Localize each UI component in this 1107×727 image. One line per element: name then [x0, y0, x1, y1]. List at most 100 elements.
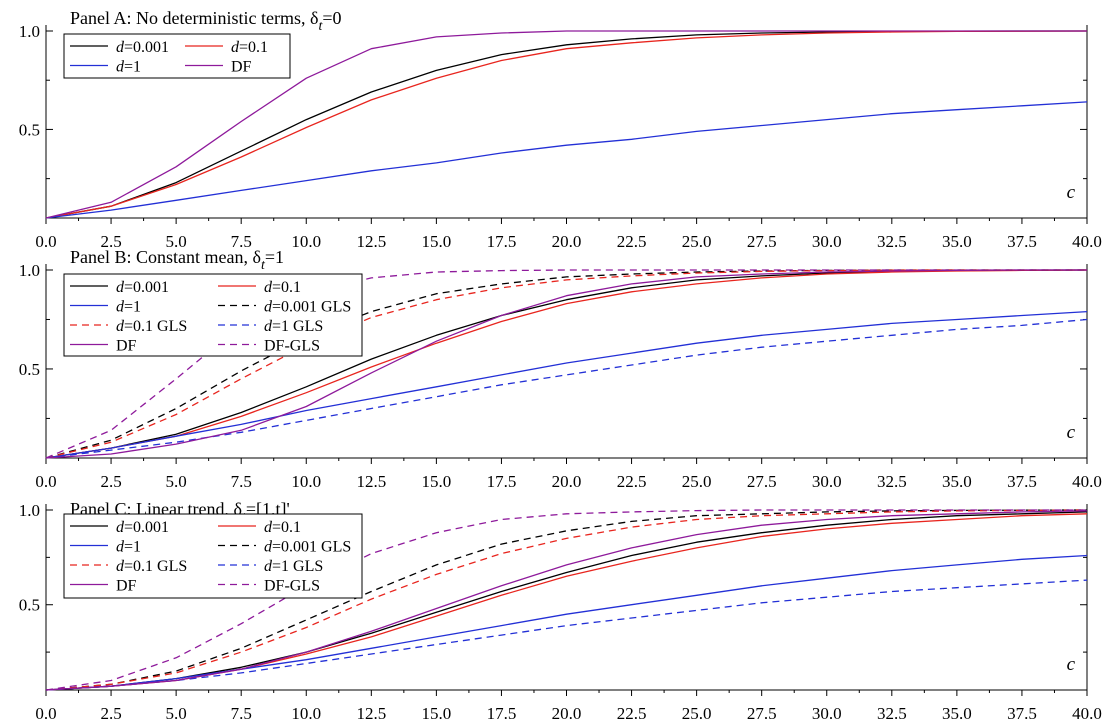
x-tick-label: 5.0	[166, 704, 187, 723]
y-tick-label: 1.0	[19, 501, 40, 520]
x-tick-label: 30.0	[812, 232, 842, 251]
series-line	[45, 269, 1087, 459]
panel-b: 0.0 2.5 5.0 7.5 10.0 12.5 15.0 17.5 20.0 22.5 25.0…	[19, 247, 1102, 491]
legend-label: DF	[116, 338, 137, 355]
legend-label: d=1	[116, 299, 141, 316]
series-line	[45, 509, 1087, 691]
x-tick-label: 0.0	[35, 472, 56, 491]
x-tick-label: 32.5	[877, 704, 907, 723]
x-tick-label: 32.5	[877, 472, 907, 491]
x-tick-label: 17.5	[487, 232, 517, 251]
x-tick-label: 12.5	[356, 704, 386, 723]
panel-c: 0.0 2.5 5.0 7.5 10.0 12.5 15.0 17.5 20.0 22.5 25.0…	[19, 499, 1102, 723]
x-tick-label: 37.5	[1007, 472, 1037, 491]
legend-label: d=0.001 GLS	[264, 299, 351, 316]
legend-label: d=1 GLS	[264, 558, 323, 575]
x-tick-label: 40.0	[1072, 232, 1102, 251]
x-tick-label: 10.0	[291, 704, 321, 723]
legend-label: d=0.001 GLS	[264, 539, 351, 556]
y-tick-label: 0.5	[19, 120, 40, 139]
legend-label: DF-GLS	[264, 338, 320, 355]
series-line	[45, 269, 1087, 459]
x-tick-label: 2.5	[100, 232, 121, 251]
panel-a: 0.0 2.5 5.0 7.5 10.0 12.5 15.0 17.5 20.0 22.5 25.0…	[19, 8, 1102, 251]
x-tick-label: 25.0	[682, 472, 712, 491]
legend-label: d=0.001	[116, 39, 169, 56]
y-tick-label: 0.5	[19, 360, 40, 379]
x-tick-label: 0.0	[35, 704, 56, 723]
x-tick-label: 22.5	[617, 232, 647, 251]
x-tick-label: 17.5	[487, 704, 517, 723]
x-axis-label: c	[1067, 182, 1076, 203]
x-tick-label: 15.0	[422, 232, 452, 251]
series-line	[45, 318, 1088, 459]
panel-title: Panel B: Constant mean, δt=1	[70, 247, 284, 273]
x-tick-label: 15.0	[422, 472, 452, 491]
x-tick-label: 10.0	[291, 472, 321, 491]
x-tick-label: 40.0	[1072, 704, 1102, 723]
legend-label: d=0.001	[116, 519, 169, 536]
series-line	[45, 510, 1088, 691]
x-tick-label: 22.5	[617, 704, 647, 723]
x-tick-label: 35.0	[942, 704, 972, 723]
x-tick-label: 30.0	[812, 704, 842, 723]
x-tick-label: 20.0	[552, 232, 582, 251]
legend-box	[63, 33, 291, 79]
series-line	[45, 101, 1088, 219]
x-tick-label: 22.5	[617, 472, 647, 491]
x-tick-label: 20.0	[552, 704, 582, 723]
legend-label: d=0.1	[231, 39, 268, 56]
x-tick-label: 40.0	[1072, 472, 1102, 491]
x-tick-label: 27.5	[747, 232, 777, 251]
legend-label: DF-GLS	[264, 578, 320, 595]
x-tick-label: 7.5	[231, 472, 252, 491]
x-tick-label: 7.5	[231, 232, 252, 251]
x-tick-label: 25.0	[682, 704, 712, 723]
legend-label: d=0.1 GLS	[116, 558, 187, 575]
series-line	[45, 579, 1088, 691]
x-tick-label: 7.5	[231, 704, 252, 723]
x-tick-label: 5.0	[166, 232, 187, 251]
legend-label: d=0.001	[116, 279, 169, 296]
y-tick-label: 0.5	[19, 596, 40, 615]
legend-label: DF	[231, 59, 252, 76]
legend-label: DF	[116, 578, 137, 595]
x-tick-label: 32.5	[877, 232, 907, 251]
series-line	[45, 269, 1088, 459]
x-axis-label: c	[1067, 422, 1076, 443]
x-tick-label: 37.5	[1007, 704, 1037, 723]
x-tick-label: 27.5	[747, 472, 777, 491]
series-line	[45, 509, 1088, 691]
x-tick-label: 35.0	[942, 472, 972, 491]
x-tick-label: 37.5	[1007, 232, 1037, 251]
x-tick-label: 25.0	[682, 232, 712, 251]
x-tick-label: 0.0	[35, 232, 56, 251]
series-line	[45, 30, 1087, 219]
legend-label: d=1	[116, 539, 141, 556]
legend-label: d=1 GLS	[264, 318, 323, 335]
legend-box	[63, 273, 363, 357]
x-tick-label: 27.5	[747, 704, 777, 723]
x-tick-label: 2.5	[100, 704, 121, 723]
x-tick-label: 30.0	[812, 472, 842, 491]
legend-label: d=0.1	[264, 519, 301, 536]
series-line	[45, 511, 1088, 691]
x-tick-label: 35.0	[942, 232, 972, 251]
x-tick-label: 15.0	[422, 704, 452, 723]
x-tick-label: 17.5	[487, 472, 517, 491]
legend-label: d=1	[116, 59, 141, 76]
x-tick-label: 12.5	[356, 232, 386, 251]
series-line	[45, 30, 1088, 219]
x-tick-label: 10.0	[291, 232, 321, 251]
y-tick-label: 1.0	[19, 261, 40, 280]
legend-box	[63, 513, 363, 599]
x-tick-label: 12.5	[356, 472, 386, 491]
x-tick-label: 20.0	[552, 472, 582, 491]
legend-label: d=0.1	[264, 279, 301, 296]
series-line	[45, 310, 1088, 459]
legend-label: d=0.1 GLS	[116, 318, 187, 335]
x-axis-label: c	[1067, 654, 1076, 675]
panel-title: Panel A: No deterministic terms, δt=0	[70, 8, 342, 34]
x-tick-label: 2.5	[100, 472, 121, 491]
